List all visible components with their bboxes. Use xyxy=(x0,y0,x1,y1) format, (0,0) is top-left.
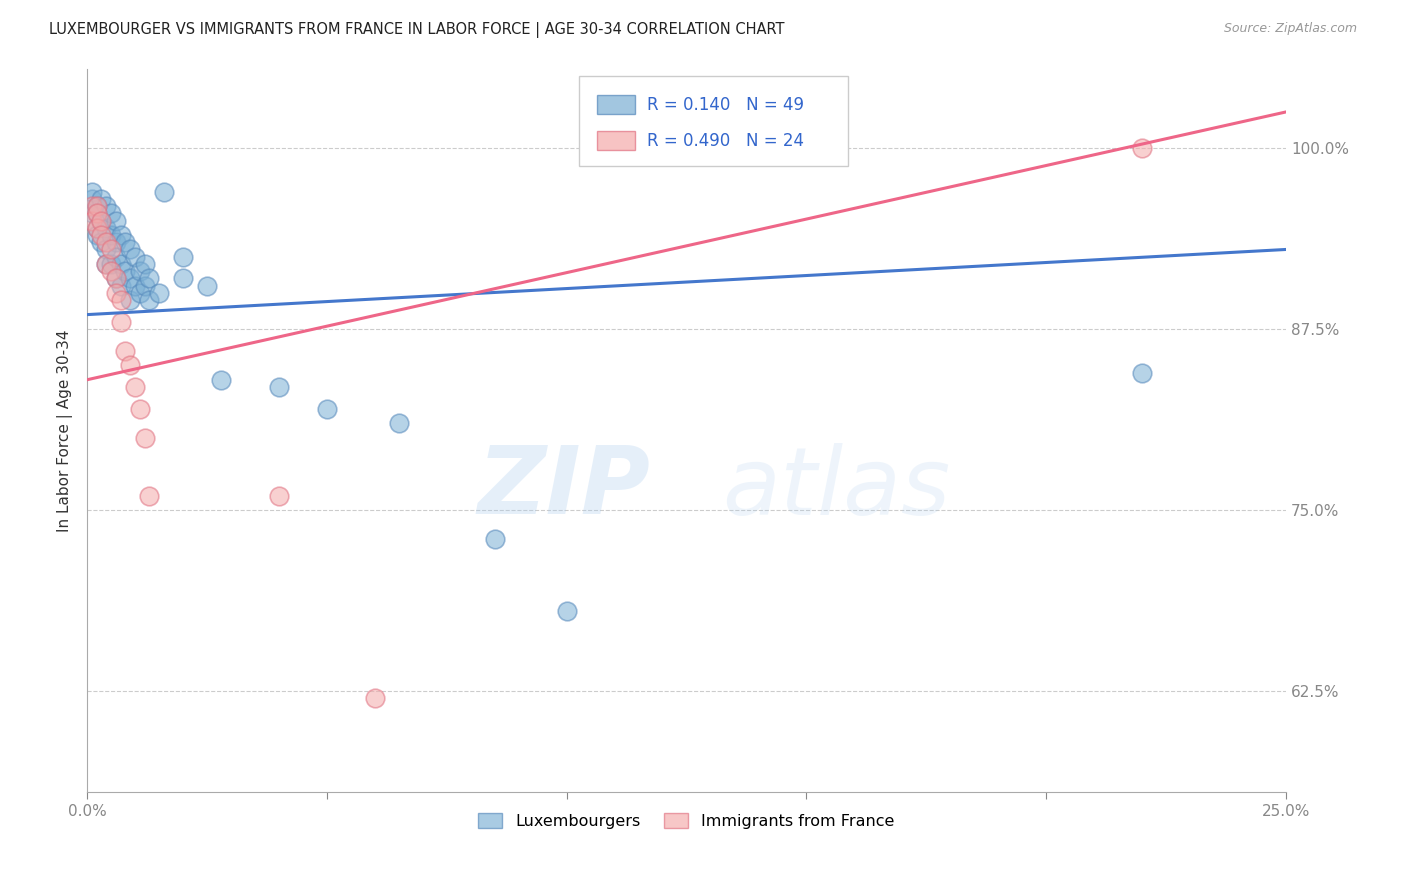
Point xyxy=(195,278,218,293)
Point xyxy=(114,343,136,358)
Point xyxy=(96,257,118,271)
Point xyxy=(86,206,108,220)
Point xyxy=(134,257,156,271)
Point xyxy=(96,235,118,250)
Text: ZIP: ZIP xyxy=(478,442,651,534)
Point xyxy=(110,257,132,271)
Point xyxy=(90,192,112,206)
Point xyxy=(128,401,150,416)
Point xyxy=(1130,141,1153,155)
Point xyxy=(104,285,127,300)
Point xyxy=(138,293,160,307)
Point xyxy=(110,227,132,242)
Legend: Luxembourgers, Immigrants from France: Luxembourgers, Immigrants from France xyxy=(472,806,901,835)
Point xyxy=(90,213,112,227)
Point xyxy=(110,315,132,329)
Point xyxy=(104,271,127,285)
Point xyxy=(1130,366,1153,380)
Point xyxy=(138,271,160,285)
Point xyxy=(114,264,136,278)
Point xyxy=(96,243,118,257)
Text: R = 0.490   N = 24: R = 0.490 N = 24 xyxy=(647,132,804,150)
Point xyxy=(110,278,132,293)
Point xyxy=(152,185,174,199)
Point xyxy=(138,489,160,503)
Point xyxy=(86,220,108,235)
Point xyxy=(80,192,103,206)
Point xyxy=(128,264,150,278)
Point xyxy=(315,401,337,416)
Point xyxy=(96,199,118,213)
Point xyxy=(80,206,103,220)
Point xyxy=(96,220,118,235)
Point xyxy=(128,285,150,300)
Point xyxy=(555,604,578,618)
Point xyxy=(96,257,118,271)
Point xyxy=(134,431,156,445)
Point xyxy=(388,416,411,430)
Point xyxy=(124,278,146,293)
Point xyxy=(90,213,112,227)
Point xyxy=(120,358,142,372)
Text: R = 0.140   N = 49: R = 0.140 N = 49 xyxy=(647,95,804,113)
Point xyxy=(120,271,142,285)
Text: LUXEMBOURGER VS IMMIGRANTS FROM FRANCE IN LABOR FORCE | AGE 30-34 CORRELATION CH: LUXEMBOURGER VS IMMIGRANTS FROM FRANCE I… xyxy=(49,22,785,38)
Point xyxy=(104,250,127,264)
Point xyxy=(86,199,108,213)
Point xyxy=(484,532,506,546)
Bar xyxy=(596,95,636,114)
Point xyxy=(90,227,112,242)
Text: atlas: atlas xyxy=(723,442,950,533)
Point xyxy=(120,243,142,257)
Point xyxy=(114,235,136,250)
Point xyxy=(364,691,387,706)
Point xyxy=(86,227,108,242)
Point xyxy=(80,199,103,213)
Bar xyxy=(596,131,636,151)
Point xyxy=(172,271,194,285)
Point xyxy=(100,243,122,257)
Point xyxy=(86,199,108,213)
Point xyxy=(80,185,103,199)
Point xyxy=(148,285,170,300)
Point xyxy=(120,293,142,307)
Point xyxy=(80,213,103,227)
Point xyxy=(104,235,127,250)
Point xyxy=(104,213,127,227)
Point xyxy=(100,264,122,278)
Point xyxy=(124,380,146,394)
Point xyxy=(86,206,108,220)
Point xyxy=(134,278,156,293)
Point xyxy=(100,257,122,271)
Point xyxy=(90,235,112,250)
Point xyxy=(100,227,122,242)
Point xyxy=(267,380,290,394)
Point xyxy=(86,220,108,235)
Point xyxy=(100,206,122,220)
Point xyxy=(110,293,132,307)
Point xyxy=(172,250,194,264)
Point xyxy=(124,250,146,264)
Text: Source: ZipAtlas.com: Source: ZipAtlas.com xyxy=(1223,22,1357,36)
Point xyxy=(104,271,127,285)
Point xyxy=(209,373,232,387)
Y-axis label: In Labor Force | Age 30-34: In Labor Force | Age 30-34 xyxy=(58,329,73,532)
Point xyxy=(267,489,290,503)
FancyBboxPatch shape xyxy=(579,76,848,166)
